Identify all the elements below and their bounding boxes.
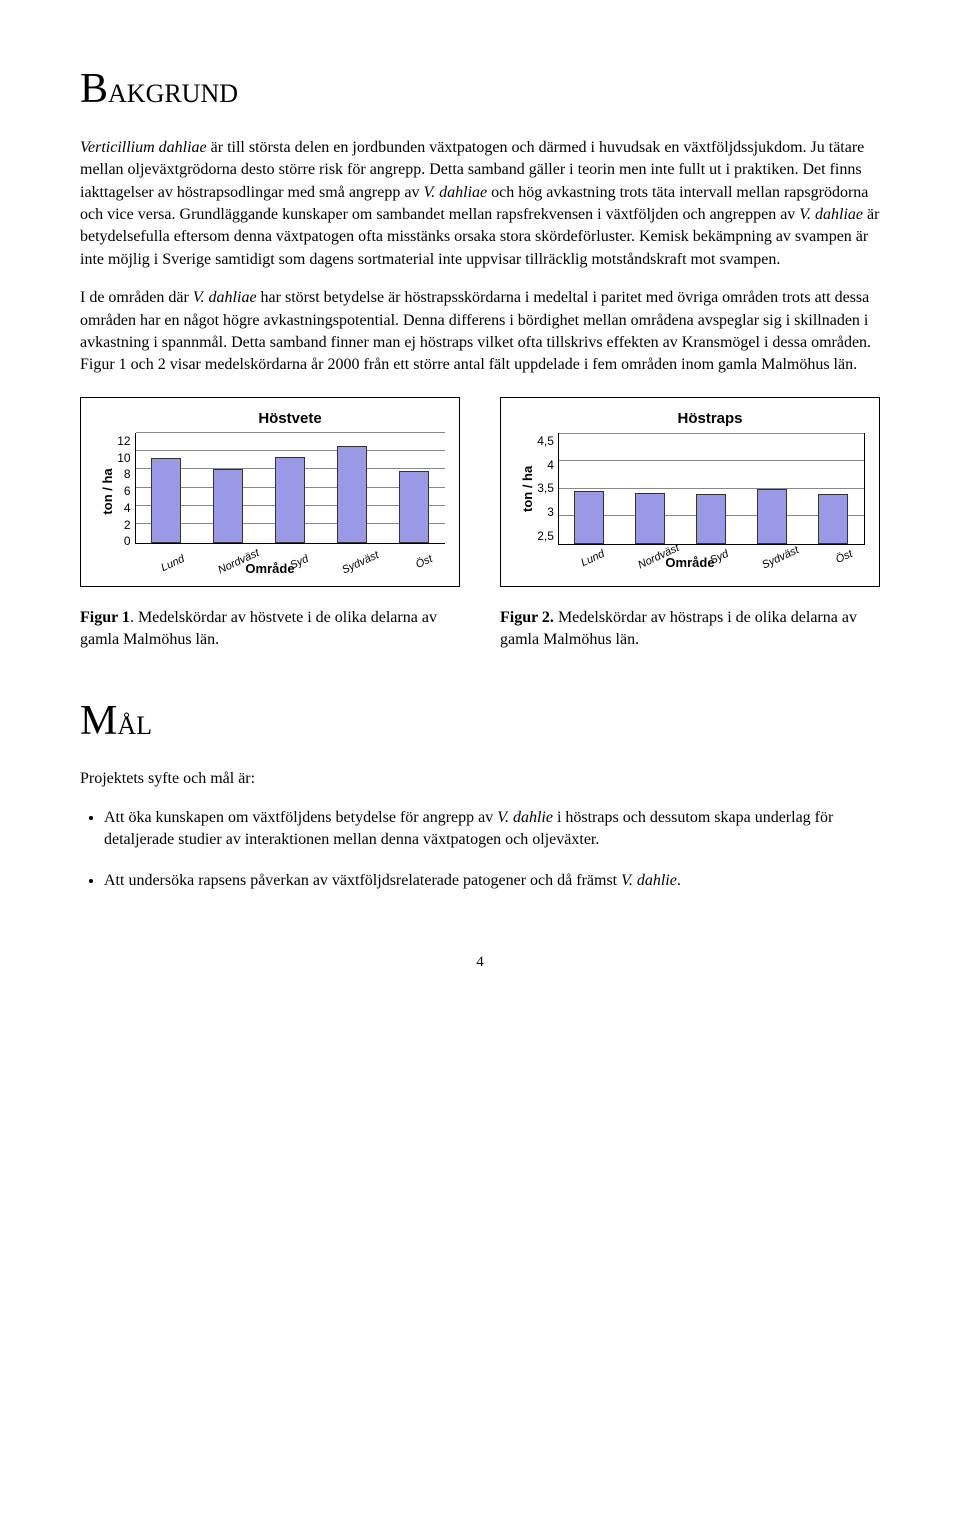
x-axis-label: Område	[95, 560, 445, 578]
paragraph-2: I de områden där V. dahliae har störst b…	[80, 287, 880, 377]
chart-title: Höstraps	[555, 408, 865, 429]
goals-list: Att öka kunskapen om växtföljdens betyde…	[80, 807, 880, 892]
plot-area	[135, 433, 445, 544]
paragraph-1: Verticillium dahliae är till största del…	[80, 137, 880, 271]
term-vdahliae: Verticillium dahliae	[80, 139, 207, 156]
bar	[213, 469, 243, 542]
chart-hostvete: Höstvete ton / ha 121086420 LundNordväst…	[80, 397, 460, 587]
y-ticks: 121086420	[117, 433, 134, 551]
y-axis-label: ton / ha	[515, 433, 537, 545]
goal-item-2: Att undersöka rapsens påverkan av växtfö…	[104, 870, 880, 892]
bar	[818, 494, 848, 544]
caption-fig1: Figur 1. Medelskördar av höstvete i de o…	[80, 607, 460, 652]
y-axis-label: ton / ha	[95, 433, 117, 551]
heading-mal: MÅL	[80, 692, 880, 751]
page-number: 4	[80, 952, 880, 973]
bar	[275, 457, 305, 542]
x-axis-label: Område	[515, 554, 865, 572]
goal-item-1: Att öka kunskapen om växtföljdens betyde…	[104, 807, 880, 852]
bar	[399, 471, 429, 543]
bar	[635, 493, 665, 544]
bar	[574, 491, 604, 543]
chart-hostraps: Höstraps ton / ha 4,543,532,5 LundNordvä…	[500, 397, 880, 587]
bar	[696, 494, 726, 544]
bar	[337, 446, 367, 542]
heading-bakgrund: BAKGRUND	[80, 60, 880, 119]
chart-title: Höstvete	[135, 408, 445, 429]
figure-captions: Figur 1. Medelskördar av höstvete i de o…	[80, 607, 880, 652]
y-ticks: 4,543,532,5	[537, 433, 558, 545]
plot-area	[558, 433, 865, 545]
goals-intro: Projektets syfte och mål är:	[80, 768, 880, 790]
caption-fig2: Figur 2. Medelskördar av höstraps i de o…	[500, 607, 880, 652]
charts-row: Höstvete ton / ha 121086420 LundNordväst…	[80, 397, 880, 587]
bar	[757, 489, 787, 544]
bar	[151, 458, 181, 542]
